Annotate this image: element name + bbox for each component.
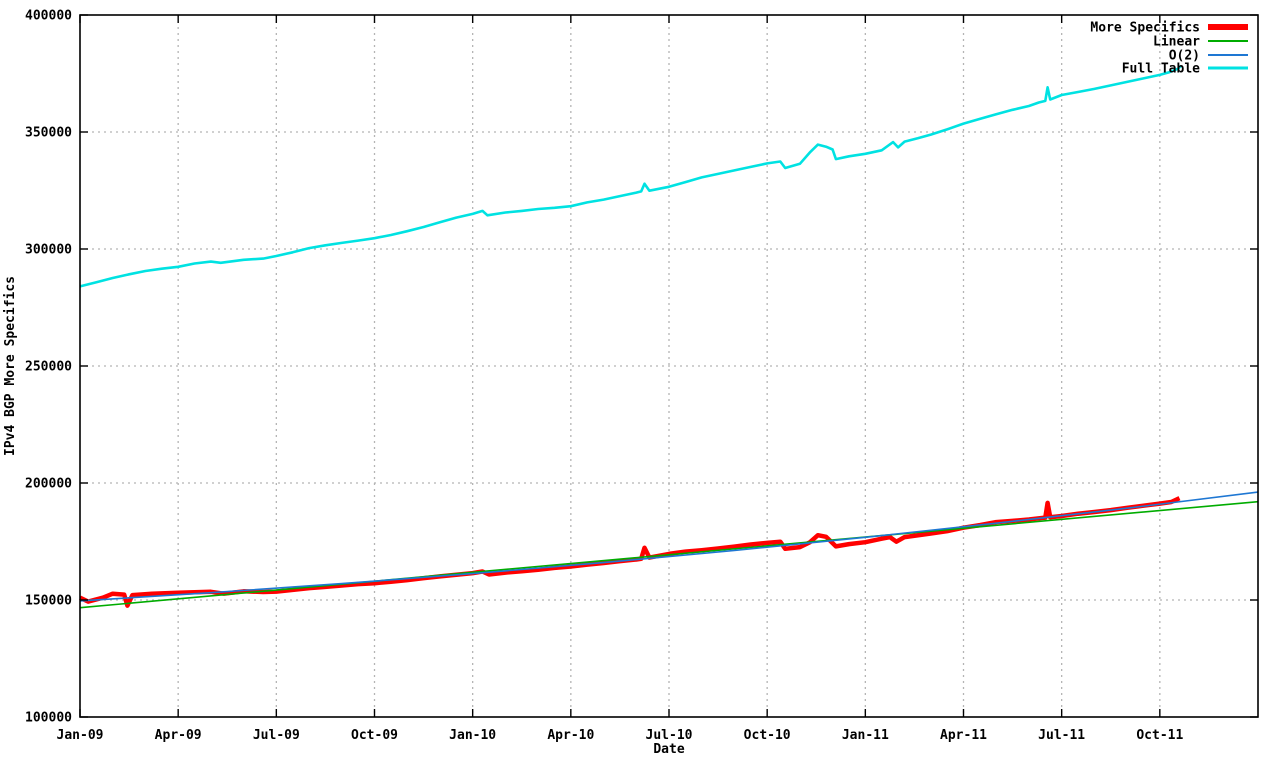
x-tick-label: Apr-11 — [940, 728, 987, 743]
x-tick-label: Jan-11 — [842, 728, 889, 743]
y-tick-label: 300000 — [25, 243, 72, 258]
y-tick-label: 150000 — [25, 594, 72, 609]
x-tick-label: Jan-09 — [57, 728, 104, 743]
x-tick-label: Jul-10 — [646, 728, 693, 743]
series-line-full-table — [79, 64, 1182, 288]
y-tick-label: 350000 — [25, 126, 72, 141]
grid-layer — [80, 15, 1258, 717]
x-tick-label: Jan-10 — [449, 728, 496, 743]
y-tick-label: 100000 — [25, 711, 72, 726]
series-layer — [79, 64, 1259, 609]
axes-layer — [79, 14, 1259, 718]
series-line-o-2- — [79, 491, 1259, 602]
x-tick-label: Apr-10 — [547, 728, 594, 743]
x-tick-label: Jul-09 — [253, 728, 300, 743]
series-line-linear — [79, 500, 1259, 609]
y-tick-label: 400000 — [25, 9, 72, 24]
y-tick-label: 250000 — [25, 360, 72, 375]
x-tick-label: Oct-09 — [351, 728, 398, 743]
x-axis-title: Date — [653, 742, 684, 757]
y-axis-title: IPv4 BGP More Specifics — [3, 276, 18, 456]
x-tick-label: Jul-11 — [1038, 728, 1085, 743]
series-line-more-specifics — [79, 496, 1181, 608]
tick-labels-layer: Jan-09 Apr-09 Jul-09 Oct-09 Jan-10 Apr-10 Jul-… — [25, 9, 1183, 744]
x-tick-label: Oct-11 — [1136, 728, 1183, 743]
y-tick-label: 200000 — [25, 477, 72, 492]
legend-label: Full Table — [1122, 62, 1200, 77]
legend-label: More Specifics — [1090, 21, 1200, 36]
legend-label: O(2) — [1169, 49, 1200, 64]
x-tick-label: Apr-09 — [155, 728, 202, 743]
x-tick-label: Oct-10 — [744, 728, 791, 743]
legend-label: Linear — [1153, 35, 1200, 50]
